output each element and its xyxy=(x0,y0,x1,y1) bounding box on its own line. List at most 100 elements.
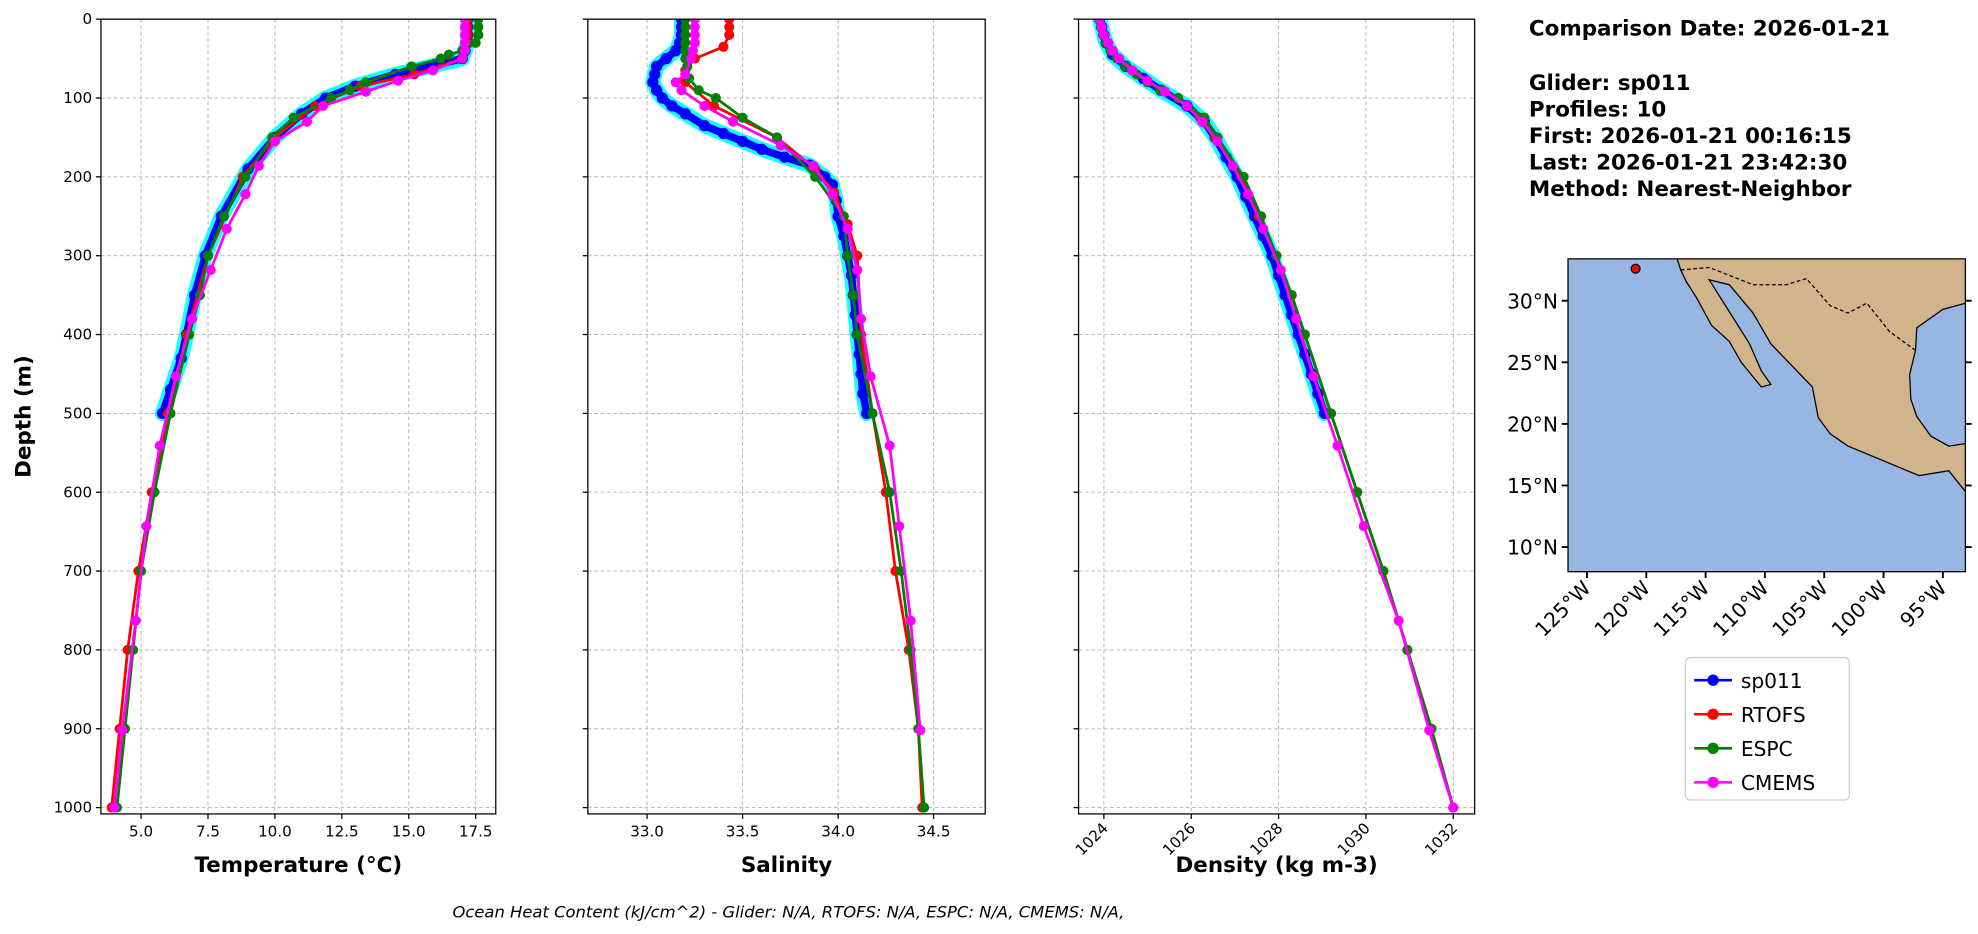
data-point-cmems xyxy=(318,100,329,111)
data-point-cmems xyxy=(221,223,232,234)
data-point-espc xyxy=(219,211,230,222)
x-tick-label: 1032 xyxy=(1421,819,1461,859)
legend-item-espc: ESPC xyxy=(1694,737,1793,761)
x-tick-label: 7.5 xyxy=(196,823,220,841)
data-point-espc xyxy=(326,92,337,104)
data-point-cmems xyxy=(699,100,710,111)
data-point-cmems xyxy=(459,29,471,40)
data-point-cmems xyxy=(1332,440,1343,451)
y-tick-label: 400 xyxy=(63,326,92,344)
panel-1: 5.0 7.5 10.0 12.5 15.0 17.5 0 100 200 300 400 500 60… xyxy=(11,10,497,878)
data-point-cmems xyxy=(141,521,152,532)
axes-frame xyxy=(1077,18,1476,815)
data-point-espc xyxy=(680,37,691,48)
series-group xyxy=(645,19,930,813)
data-point-cmems xyxy=(1291,313,1302,324)
data-point-cmems xyxy=(865,371,876,382)
data-point-cmems xyxy=(1159,86,1171,97)
x-tick-label: 34.0 xyxy=(821,823,855,841)
lat-tick-label: 20°N xyxy=(1507,412,1558,436)
data-point-sp011 xyxy=(670,45,682,57)
data-point-espc xyxy=(344,85,355,96)
data-point-espc xyxy=(771,132,783,143)
data-point-cmems xyxy=(301,116,313,127)
data-point-cmems xyxy=(457,53,468,64)
lon-tick-label: 120°W xyxy=(1589,576,1654,641)
method: Method: Nearest-Neighbor xyxy=(1529,177,1852,202)
data-point-cmems xyxy=(1448,802,1459,813)
data-point-cmems xyxy=(915,725,926,736)
data-point-espc xyxy=(443,49,454,60)
data-point-cmems xyxy=(1258,223,1269,234)
y-tick-label: 1000 xyxy=(54,799,93,817)
lon-tick-label: 100°W xyxy=(1827,576,1892,641)
x-tick-label: 5.0 xyxy=(129,823,153,841)
data-point-cmems xyxy=(1358,521,1369,532)
axes-frame xyxy=(587,18,986,815)
data-point-cmems xyxy=(1181,100,1192,111)
data-point-sp011 xyxy=(778,151,791,163)
last-time: Last: 2026-01-21 23:42:30 xyxy=(1529,150,1847,175)
data-point-cmems xyxy=(687,45,698,56)
data-point-espc xyxy=(202,250,214,261)
data-point-espc xyxy=(470,37,481,48)
profile-count: Profiles: 10 xyxy=(1529,97,1666,122)
data-point-cmems xyxy=(808,160,819,171)
data-point-cmems xyxy=(1242,189,1254,200)
data-point-cmems xyxy=(1127,65,1138,76)
comparison-date: Comparison Date: 2026-01-21 xyxy=(1529,17,1890,42)
data-point-cmems xyxy=(459,22,471,33)
data-point-sp011 xyxy=(857,387,869,400)
series-group xyxy=(106,19,484,813)
data-point-cmems xyxy=(117,725,128,736)
data-point-espc xyxy=(693,85,704,96)
x-tick-label: 1024 xyxy=(1072,819,1112,859)
data-point-cmems xyxy=(1107,45,1118,56)
lon-tick-label: 115°W xyxy=(1649,576,1714,641)
location-map: 10°N 15°N 20°N 25°N 30°N 125°W120°W115°W110°W… xyxy=(1507,258,1972,641)
legend-label: sp011 xyxy=(1741,669,1803,693)
y-tick-label: 0 xyxy=(82,10,92,28)
data-point-cmems xyxy=(360,86,371,97)
data-point-cmems xyxy=(855,313,867,324)
legend-marker xyxy=(1707,776,1719,789)
data-point-cmems xyxy=(884,440,895,451)
data-point-cmems xyxy=(205,264,216,275)
lat-tick-label: 30°N xyxy=(1507,289,1558,313)
lat-tick-label: 10°N xyxy=(1507,536,1558,560)
data-point-cmems xyxy=(680,69,691,80)
data-point-cmems xyxy=(154,440,165,451)
x-tick-label: 33.5 xyxy=(726,823,760,841)
data-point-cmems xyxy=(1098,29,1109,40)
legend-label: CMEMS xyxy=(1741,771,1815,795)
glider-profiles-halo xyxy=(1091,19,1333,421)
data-point-cmems xyxy=(827,189,838,200)
data-point-cmems xyxy=(727,116,739,127)
y-tick-label: 600 xyxy=(63,483,92,501)
data-point-espc xyxy=(919,802,930,813)
data-point-rtofs xyxy=(724,22,735,33)
info-block: Comparison Date: 2026-01-21 Glider: sp01… xyxy=(1529,17,1890,202)
data-point-cmems xyxy=(130,615,141,626)
legend-marker xyxy=(1707,742,1719,754)
data-point-espc xyxy=(240,171,251,182)
y-tick-label: 800 xyxy=(63,641,92,659)
ocean-heat-content-footer: Ocean Heat Content (kJ/cm^2) - Glider: N… xyxy=(452,902,1124,921)
data-point-sp011 xyxy=(666,100,678,112)
data-point-espc xyxy=(435,53,446,64)
data-point-espc xyxy=(680,22,691,33)
data-point-cmems xyxy=(459,45,471,56)
data-point-espc xyxy=(473,29,484,40)
map-content xyxy=(1568,258,1966,572)
legend-marker xyxy=(1707,674,1719,686)
data-point-cmems xyxy=(1424,725,1435,736)
data-point-sp011 xyxy=(650,84,663,96)
x-axis-label: Temperature (°C) xyxy=(194,853,402,878)
data-point-cmems xyxy=(1275,264,1286,275)
data-point-sp011 xyxy=(679,108,691,120)
axes-frame xyxy=(100,18,497,815)
x-tick-label: 33.0 xyxy=(630,823,664,841)
data-point-cmems xyxy=(775,140,786,151)
